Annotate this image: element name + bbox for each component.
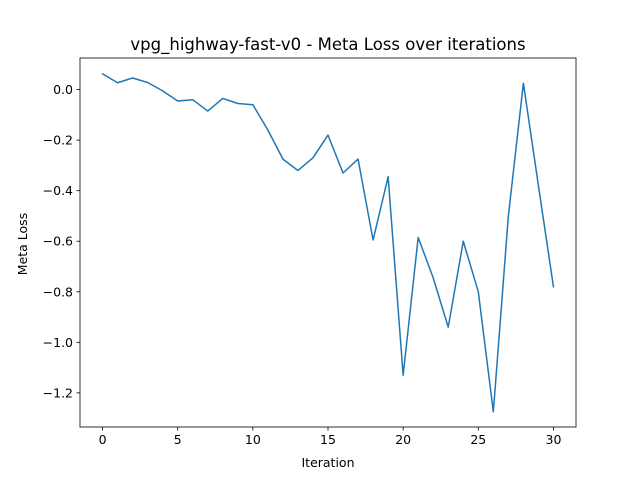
y-tick-label: 0.0 (53, 82, 73, 97)
y-tick-label: −1.2 (43, 385, 73, 400)
y-tick-label: −1.0 (43, 335, 73, 350)
y-axis-label: Meta Loss (15, 213, 30, 275)
x-tick-label: 20 (395, 432, 411, 447)
x-tick-label: 25 (470, 432, 486, 447)
series-line-0 (101, 72, 555, 413)
y-tick-label: −0.4 (43, 183, 73, 198)
chart-title: vpg_highway-fast-v0 - Meta Loss over ite… (130, 35, 525, 55)
x-tick-label: 30 (546, 432, 562, 447)
y-tick-label: −0.8 (43, 284, 73, 299)
x-tick-label: 0 (99, 432, 107, 447)
x-tick-label: 15 (320, 432, 336, 447)
x-tick-label: 5 (174, 432, 182, 447)
y-tick-label: −0.2 (43, 133, 73, 148)
x-axis-label: Iteration (301, 455, 354, 470)
y-tick-label: −0.6 (43, 234, 73, 249)
x-tick-label: 10 (245, 432, 261, 447)
axis-ticks: 0 5 10 15 20 25 30 0.0 −0.2 −0.4 −0.6 −0.8 −1.0 −1.2 (43, 82, 562, 447)
